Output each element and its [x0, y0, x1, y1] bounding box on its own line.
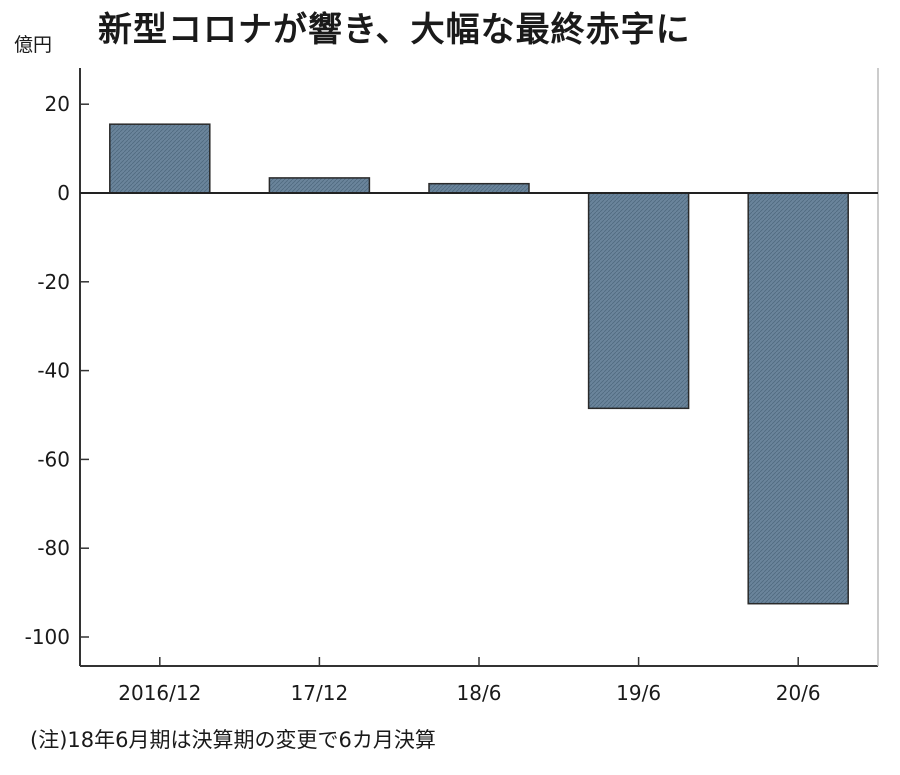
- x-tick-label: 2016/12: [118, 681, 201, 705]
- y-tick-label: -100: [25, 625, 70, 649]
- x-tick-label: 18/6: [457, 681, 502, 705]
- x-tick-label: 20/6: [776, 681, 821, 705]
- x-tick-label: 17/12: [291, 681, 349, 705]
- y-tick-label: 20: [45, 92, 70, 116]
- footnote: (注)18年6月期は決算期の変更で6カ月決算: [30, 728, 436, 752]
- bar: [428, 182, 530, 194]
- bar: [587, 192, 690, 410]
- y-tick-label: -20: [37, 270, 70, 294]
- x-tick-label: 19/6: [616, 681, 661, 705]
- y-tick-label: -40: [37, 359, 70, 383]
- y-tick-label: 0: [57, 181, 70, 205]
- y-tick-label: -60: [37, 447, 70, 471]
- bar: [109, 123, 211, 194]
- bar: [747, 192, 849, 605]
- y-tick-label: -80: [37, 536, 70, 560]
- bar: [268, 177, 371, 194]
- chart-title: 新型コロナが響き、大幅な最終赤字に: [98, 10, 691, 50]
- y-axis-unit-label: 億円: [14, 34, 53, 56]
